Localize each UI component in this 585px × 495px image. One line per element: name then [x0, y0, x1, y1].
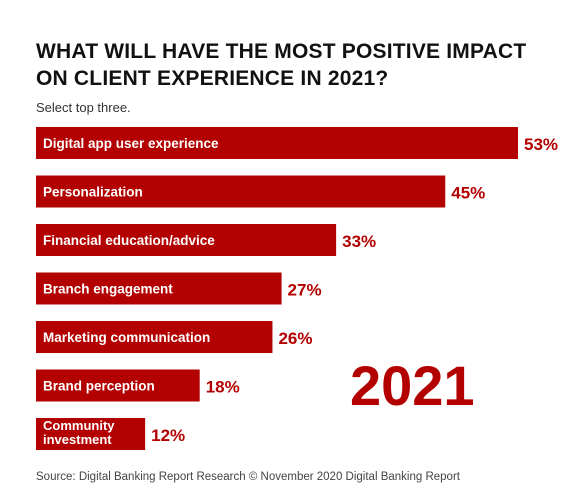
chart-title-line-2: ON CLIENT EXPERIENCE IN 2021? — [36, 67, 389, 90]
bar — [36, 127, 518, 159]
chart-title: WHAT WILL HAVE THE MOST POSITIVE IMPACT … — [36, 38, 576, 92]
bar-category-label: Personalization — [43, 185, 143, 200]
bar — [36, 175, 446, 208]
chart-subtitle: Select top three. — [36, 100, 131, 115]
bar-category-label: Financial education/advice — [43, 233, 215, 248]
bar — [36, 369, 200, 402]
bar-value-label: 45% — [451, 184, 485, 203]
bar — [36, 418, 146, 450]
bar — [36, 224, 337, 256]
bar — [36, 321, 273, 353]
bar-category-label: Marketing communication — [43, 330, 210, 345]
bar — [36, 272, 282, 305]
bar-category-label: Community — [43, 418, 115, 433]
bar-row: Marketing communication 26% — [36, 321, 312, 353]
bar-value-label: 12% — [151, 426, 185, 445]
chart-title-line-1: WHAT WILL HAVE THE MOST POSITIVE IMPACT — [36, 40, 527, 63]
bar-category-label: Brand perception — [43, 379, 155, 394]
year-annotation: 2021 — [350, 354, 475, 417]
bar-value-label: 18% — [206, 378, 240, 397]
bar-value-label: 53% — [524, 135, 558, 154]
bar-row: Personalization 45% — [36, 175, 485, 208]
bar-category-label: Branch engagement — [43, 282, 173, 297]
bar-category-label: investment — [43, 432, 112, 447]
bar-row: Financial education/advice 33% — [36, 224, 376, 256]
bar-row: Branch engagement 27% — [36, 272, 322, 305]
bar-row: Digital app user experience 53% — [36, 127, 558, 159]
bar-value-label: 33% — [342, 232, 376, 251]
source-note: Source: Digital Banking Report Research … — [36, 471, 460, 483]
bar-row: Brand perception 18% — [36, 369, 240, 402]
bar-category-label: Digital app user experience — [43, 136, 219, 151]
bar-value-label: 27% — [288, 281, 322, 300]
bar-value-label: 26% — [278, 329, 312, 348]
